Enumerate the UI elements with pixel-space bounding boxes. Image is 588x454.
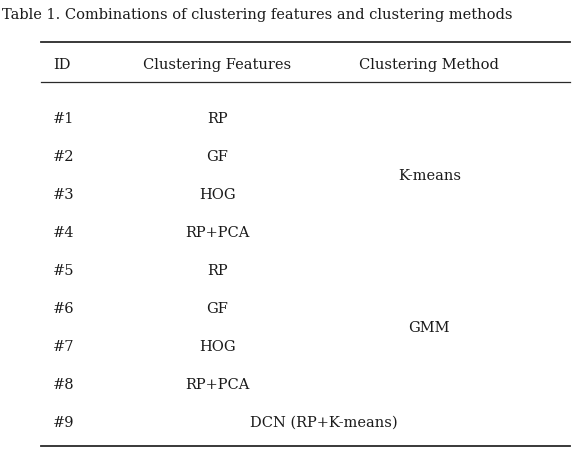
Text: HOG: HOG	[199, 340, 236, 354]
Text: #6: #6	[53, 302, 75, 316]
Text: #7: #7	[53, 340, 75, 354]
Text: HOG: HOG	[199, 188, 236, 202]
Text: #2: #2	[53, 150, 75, 164]
Text: #4: #4	[53, 226, 75, 240]
Text: GF: GF	[206, 302, 229, 316]
Text: ID: ID	[53, 58, 71, 72]
Text: GMM: GMM	[409, 321, 450, 335]
Text: GF: GF	[206, 150, 229, 164]
Text: RP+PCA: RP+PCA	[185, 378, 250, 392]
Text: #1: #1	[53, 112, 74, 126]
Text: RP+PCA: RP+PCA	[185, 226, 250, 240]
Text: #5: #5	[53, 264, 75, 278]
Text: Clustering Method: Clustering Method	[359, 58, 499, 72]
Text: Table 1. Combinations of clustering features and clustering methods: Table 1. Combinations of clustering feat…	[2, 8, 513, 22]
Text: Clustering Features: Clustering Features	[143, 58, 292, 72]
Text: K-means: K-means	[397, 169, 461, 183]
Text: #9: #9	[53, 416, 75, 430]
Text: RP: RP	[207, 112, 228, 126]
Text: RP: RP	[207, 264, 228, 278]
Text: DCN (RP+K-means): DCN (RP+K-means)	[249, 416, 397, 430]
Text: #8: #8	[53, 378, 75, 392]
Text: #3: #3	[53, 188, 75, 202]
